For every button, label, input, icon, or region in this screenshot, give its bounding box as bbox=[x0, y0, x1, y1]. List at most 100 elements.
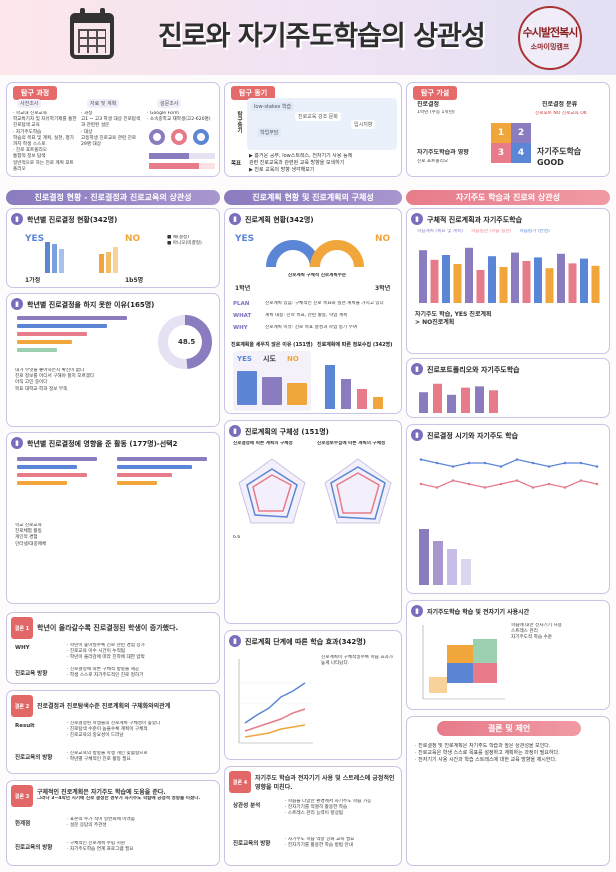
c1-q3-box: ▮ 학년별 진로결정에 영향을 준 활동 (177명)-선택2 학교 진로교육 진… bbox=[6, 432, 220, 604]
plan-info-bars bbox=[325, 361, 383, 409]
c3-badge: 결론 3 bbox=[11, 785, 33, 807]
explore-motive-box: 탐구 동기 탐구동기 low-stakes 학습 진로교육 강조 문화 학업부담… bbox=[224, 82, 402, 177]
c2-q2-left-title: 진로결정에 따른 계획의 구체성 bbox=[233, 441, 293, 446]
series-point bbox=[435, 486, 439, 489]
chart-icon: ▮ bbox=[229, 213, 241, 225]
series-point bbox=[563, 486, 567, 489]
c2-q2-radar-left bbox=[238, 458, 306, 524]
explore-motive-label: 탐구 동기 bbox=[231, 86, 276, 100]
calendar-icon bbox=[70, 8, 114, 59]
c2-q2-note: 6.6 bbox=[233, 535, 241, 540]
bar-mark bbox=[534, 257, 542, 303]
c3-q4-texts: 학습에 대한 전자기기 사용 스트레스 관리 자기주도적 학습 수준 bbox=[511, 623, 562, 641]
no-label: NO bbox=[125, 234, 141, 244]
plan-info-title: 진로계획에 따른 정보수집 (342명) bbox=[317, 342, 393, 348]
c2-yes: YES bbox=[235, 234, 255, 244]
hypothesis-label: 탐구 가설 bbox=[413, 86, 458, 100]
explore-process-label: 탐구 과정 bbox=[13, 86, 58, 100]
dir-label-4: 진로교육의 방향 bbox=[233, 841, 271, 847]
dir-label-1: 진로교육 방향 bbox=[15, 671, 48, 677]
c1-q1-title: 학년별 진로결정 현황(342명) bbox=[27, 216, 118, 224]
series-point bbox=[435, 461, 439, 465]
c2-title: 진로결정과 진로탐색수준 진로계획의 구체화와의관계 bbox=[37, 703, 171, 710]
c2-q3-box: ▮ 진로계획 단계에 따른 학습 효과(342명) 진로계획이 구체적일수록 학… bbox=[224, 630, 402, 760]
c3-q1-legend: 학습계획 (복표 및 계획) 학습실천 (학습 실천) 학습평가 (반성) bbox=[417, 229, 550, 234]
bar-mark bbox=[430, 259, 439, 303]
motive-bubble-4: 입시지향 bbox=[351, 120, 376, 129]
bar-mark bbox=[488, 256, 496, 303]
series-point bbox=[531, 461, 535, 465]
process-col3: · Google Form · 소속중학교 재학생(고2-620명) bbox=[147, 111, 211, 123]
hypothesis-item-5: 자기주도학습과 영향 bbox=[417, 149, 469, 156]
hypothesis-item-6: 진로 포트폴리오 bbox=[417, 159, 449, 164]
bar-mark bbox=[580, 258, 588, 303]
chart-icon: ▮ bbox=[411, 605, 423, 617]
result-label: Result bbox=[15, 723, 35, 729]
dir-list-2: · 진로교육의 방향을 학생 개인 맞춤형으로 · 학년별 구체적인 진로 활동 … bbox=[67, 751, 148, 763]
c1-q3-title: 학년별 진로결정에 영향을 준 활동 (177명)-선택2 bbox=[27, 440, 178, 448]
c3-q3-title: 진로결정 시기와 자기주도 학습 bbox=[427, 432, 519, 440]
c3-q4-title: 자기주도학습 학습 및 전자기기 사용시간 bbox=[427, 609, 530, 616]
c2-grade-right: 3학년 bbox=[375, 285, 391, 292]
bar-mark bbox=[545, 268, 554, 303]
c2-q2-right-title: 진로정보수집에 따른 계획의 구체성 bbox=[317, 441, 386, 446]
c3-q4-scatter bbox=[422, 625, 505, 700]
series-point bbox=[515, 458, 519, 461]
series-point bbox=[451, 479, 455, 482]
chart-icon: ▮ bbox=[11, 437, 23, 449]
c1-q1-no-bars bbox=[99, 241, 118, 273]
why-label: WHY bbox=[15, 645, 30, 651]
process-col1: · 학교내 진로교육 학교특기자 및 자유학기제를 통한 진로탐색 교육 · 자기… bbox=[13, 111, 77, 172]
series-line bbox=[420, 458, 598, 468]
series-point bbox=[419, 482, 423, 486]
limit-list: · 표본의 수가 적어 일반화에 어려움 · 설문 응답의 주관성 bbox=[67, 817, 135, 829]
hypothesis-item-2: 1학년 (수능 1학년) bbox=[417, 110, 455, 115]
result-list: · 진로결정된 학생들의 진로계획 구체성이 높았다 · 진로탐색 수준이 높을수… bbox=[67, 721, 161, 739]
final-conclusion: 결론 및 제언 · 진로결정 및 진로계획은 자기주도 학습과 높은 상관성을 … bbox=[406, 716, 610, 866]
c1-q2-texts: 내가 무엇을 좋아하는지 확신이 없다 진로 정보를 어디서 구해야 할지 모르겠… bbox=[15, 368, 95, 392]
series-point bbox=[467, 461, 471, 465]
limit-label: 한계점 bbox=[15, 821, 31, 827]
series-point bbox=[595, 482, 599, 486]
page-title: 진로와 자기주도학습의 상관성 bbox=[158, 21, 486, 52]
hypothesis-item-7: 자기주도학습 GOOD bbox=[537, 147, 582, 167]
grade-right: 1b5명 bbox=[125, 277, 144, 284]
chart-icon: ▮ bbox=[411, 363, 423, 375]
c3-sub: 그러나 3~4학년 시기에 진로 결정한 경우가 자기주도 학습에 긍정적 영향… bbox=[37, 796, 201, 801]
bar-mark bbox=[461, 387, 470, 413]
bar-mark bbox=[475, 386, 484, 413]
seal-line1: 수시발전복시 bbox=[522, 26, 579, 39]
c3-q1-box: ▮ 구체적 진로계획과 자기주도학습 학습계획 (복표 및 계획) 학습실천 (학… bbox=[406, 208, 610, 354]
plan-reason-title: 진로계획을 세우지 않은 이유 (151명) bbox=[231, 342, 313, 348]
series-point bbox=[515, 479, 519, 482]
bar-mark bbox=[522, 261, 531, 303]
bar-mark bbox=[433, 383, 442, 413]
bar-mark bbox=[511, 252, 519, 303]
bar-mark bbox=[568, 263, 577, 303]
step-2: 자료 및 계획 bbox=[87, 99, 120, 108]
cause-label: 상관성 분석 bbox=[233, 803, 261, 809]
c2-q3-chart bbox=[238, 659, 313, 744]
motive-bubble-3: 학업부담 bbox=[257, 128, 282, 137]
section-head-1: 진로결정 현황 - 진로결정과 진로교육의 상관성 bbox=[6, 190, 220, 205]
dir-list-4: · 자기주도 학습 역량 강화 교육 필요 · 전자기기를 활용한 학습 방법 안… bbox=[285, 837, 355, 849]
final-conclusion-lines: · 진로결정 및 진로계획은 자기주도 학습과 높은 상관성을 보인다. · 진로… bbox=[415, 743, 560, 763]
goal-label: 목표 bbox=[231, 161, 242, 167]
motive-bubble-1: low-stakes 학습 bbox=[251, 102, 295, 111]
chart-icon: ▮ bbox=[229, 425, 241, 437]
series-point bbox=[595, 465, 599, 468]
c1-q3-texts: 학교 진로교육 진로체험 활동 개인적 경험 인터넷/대중매체 bbox=[15, 523, 47, 547]
c1-q2-title: 학년별 진로결정을 하지 못한 이유(165명) bbox=[27, 301, 155, 309]
c2-q3-note: 진로계획이 구체적일수록 학습 효과가 높게 나타났다. bbox=[321, 655, 394, 667]
process-pies bbox=[149, 129, 215, 169]
c2-q3-title: 진로계획 단계에 따른 학습 효과(342명) bbox=[245, 638, 366, 646]
grade-left: 1가정 bbox=[25, 277, 41, 284]
bar-mark bbox=[442, 255, 450, 303]
c1-q1-legend: ■ 예(결정) ■ 아니오(미결정) bbox=[167, 235, 202, 247]
c3-q4-box: ▮ 자기주도학습 학습 및 전자기기 사용시간 학습에 대한 전자기기 사용 스트… bbox=[406, 600, 610, 710]
yes-label: YES bbox=[25, 234, 45, 244]
bar-mark bbox=[465, 247, 473, 303]
c3-q2-title: 진로포트폴리오와 자기주도학습 bbox=[427, 366, 520, 374]
why-list: · 학년이 높아질수록 진로 관련 경험 증가 · 진로교육 이수 시간이 누적됨… bbox=[67, 643, 145, 661]
